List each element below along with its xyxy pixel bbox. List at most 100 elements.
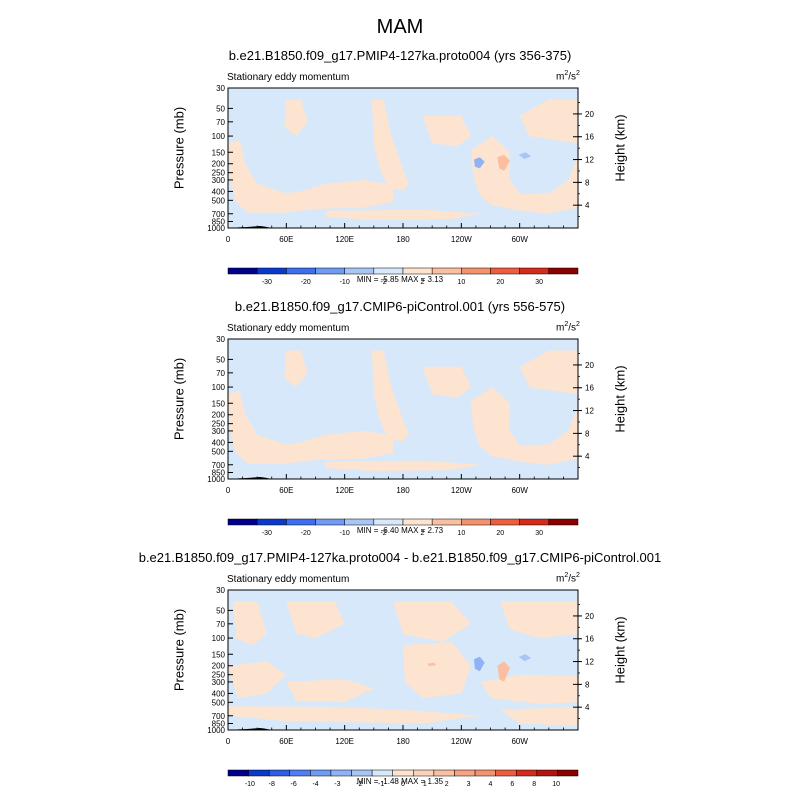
colorbar-label: -30 (262, 530, 272, 537)
y-tick-label: 150 (212, 650, 226, 659)
y-right-tick-label: 12 (585, 156, 594, 165)
colorbar-box (431, 518, 462, 526)
y-tick-label: 400 (212, 438, 226, 447)
contour-region (228, 139, 394, 213)
contour-region (497, 154, 510, 171)
contour-fills (228, 99, 578, 228)
colorbar-box (344, 518, 375, 526)
contour-region (325, 460, 481, 472)
contour-region (228, 706, 481, 724)
contour-region (325, 209, 481, 221)
colorbar-label: 1 (423, 781, 427, 788)
colorbar-box (289, 769, 311, 777)
colorbar-box (344, 267, 375, 275)
contour-region (518, 654, 532, 662)
colorbar-box (315, 518, 345, 526)
colorbar-label: 2 (420, 530, 424, 537)
contour-region (422, 115, 472, 147)
colorbar-box (557, 769, 579, 777)
contour-region (371, 350, 409, 442)
panel-title: b.e21.B1850.f09_g17.CMIP6-piControl.001 … (234, 299, 566, 314)
colorbar-box (310, 769, 332, 777)
colorbar-box (454, 769, 476, 777)
units-label: m2/s2 (556, 321, 580, 334)
contour-region (480, 674, 578, 704)
colorbar-label: -20 (301, 279, 311, 286)
colorbar-box (519, 267, 550, 275)
colorbar-box (461, 267, 491, 275)
y-tick-label: 200 (212, 662, 226, 671)
colorbar-label: 3 (467, 781, 471, 788)
page-title: MAM (376, 16, 424, 38)
contour-region (232, 601, 267, 646)
colorbar-box (519, 518, 550, 526)
y-tick-label: 30 (216, 84, 225, 93)
contour-plot: 3050701001502002503004005007008501000201… (207, 586, 594, 788)
colorbar-box (286, 267, 316, 275)
left-string: Stationary eddy momentum (227, 72, 350, 83)
colorbar-box (431, 267, 462, 275)
min-max-label: MIN = -6.40 MAX = 2.73 (356, 526, 444, 535)
y-tick-label: 850 (212, 469, 226, 478)
contour-region (284, 99, 308, 137)
contour-region (284, 350, 308, 388)
y-tick-label: 700 (212, 461, 226, 470)
contour-region (427, 662, 437, 667)
colorbar-box (227, 518, 258, 526)
x-tick-label: 60W (511, 737, 528, 746)
colorbar-label: -10 (340, 530, 350, 537)
y-tick-label: 1000 (207, 475, 225, 484)
y-tick-label: 250 (212, 671, 226, 680)
y-tick-label: 850 (212, 218, 226, 227)
y-tick-label: 500 (212, 447, 226, 456)
colorbar-box (227, 769, 249, 777)
y-tick-label: 700 (212, 210, 226, 219)
left-string: Stationary eddy momentum (227, 574, 350, 585)
y-right-tick-label: 16 (585, 635, 594, 644)
contour-region (519, 99, 578, 144)
contour-region (497, 661, 510, 682)
y-right-tick-label: 8 (585, 178, 590, 187)
contour-fills (228, 350, 578, 479)
x-tick-label: 60E (279, 486, 293, 495)
colorbar-box (536, 769, 558, 777)
colorbar-box (256, 267, 287, 275)
colorbar-box (315, 267, 345, 275)
colorbar-label: -1 (378, 781, 384, 788)
min-max-label: MIN = -1.48 MAX = 1.35 (356, 777, 444, 786)
y-tick-label: 70 (216, 620, 225, 629)
contour-region (371, 99, 409, 191)
y-tick-label: 70 (216, 118, 225, 127)
colorbar-box (227, 267, 258, 275)
contour-region (228, 390, 394, 464)
x-tick-label: 120W (451, 486, 472, 495)
y-tick-label: 50 (216, 606, 225, 615)
contour-region (471, 136, 578, 214)
contour-fills (228, 601, 578, 730)
y-tick-label: 1000 (207, 726, 225, 735)
colorbar-box (433, 769, 455, 777)
colorbar-box (330, 769, 352, 777)
units-label: m2/s2 (556, 572, 580, 585)
y-right-tick-label: 16 (585, 384, 594, 393)
contour-region (393, 601, 472, 642)
colorbar-label: -30 (262, 279, 272, 286)
left-string: Stationary eddy momentum (227, 323, 350, 334)
colorbar-label: 4 (489, 781, 493, 788)
y-tick-label: 70 (216, 369, 225, 378)
colorbar-box (490, 518, 520, 526)
colorbar-label: -6 (291, 781, 297, 788)
x-tick-label: 0 (226, 235, 231, 244)
y-tick-label: 150 (212, 148, 226, 157)
contour-plot: 3050701001502002503004005007008501000201… (207, 335, 594, 537)
y-right-tick-label: 4 (585, 703, 590, 712)
colorbar-box (490, 267, 520, 275)
colorbar-label: 30 (535, 279, 543, 286)
panel-title: b.e21.B1850.f09_g17.PMIP4-127ka.proto004… (228, 48, 572, 63)
colorbar-label: 2 (420, 279, 424, 286)
y-tick-label: 100 (212, 383, 226, 392)
colorbar-box (461, 518, 491, 526)
colorbar-label: 0 (401, 781, 405, 788)
contour-region (286, 679, 374, 703)
y-tick-label: 30 (216, 335, 225, 344)
